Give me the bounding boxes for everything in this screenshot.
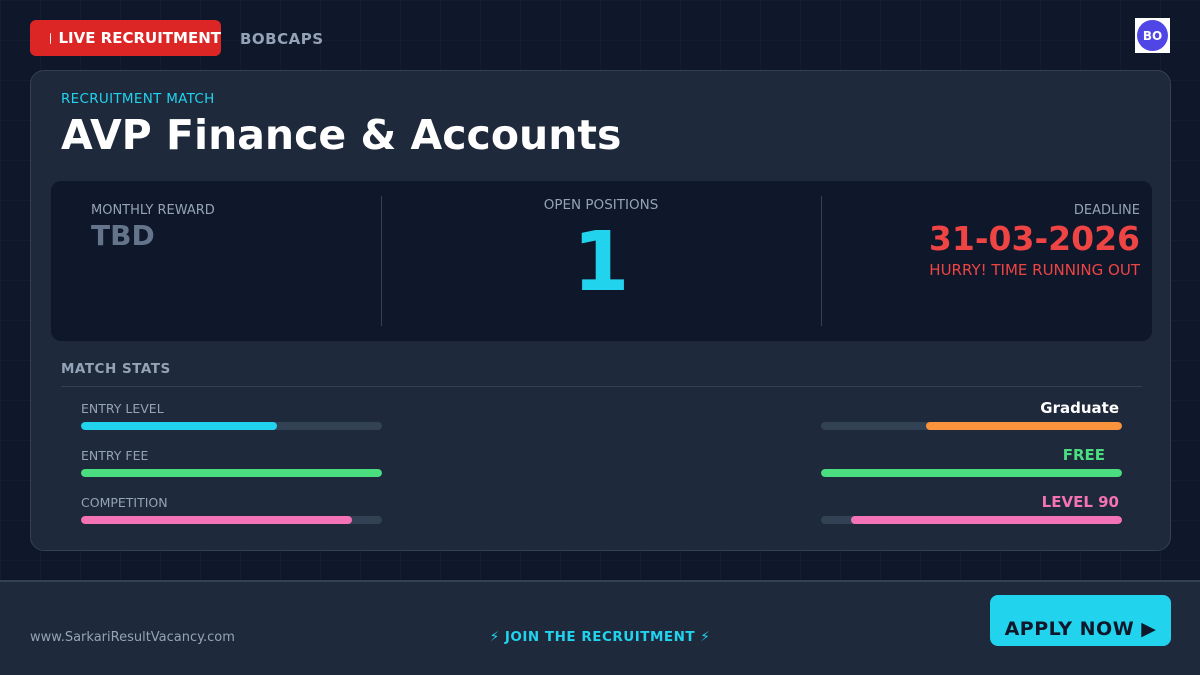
open-positions-value: 1: [572, 215, 630, 310]
stat-bar-competition-right: [821, 516, 1122, 524]
stat-bar-entry-level-right: [821, 422, 1122, 430]
live-label: LIVE RECRUITMENT: [58, 29, 221, 47]
stat-bar-entry-level-left: [81, 422, 382, 430]
stat-label-entry-fee: ENTRY FEE: [81, 448, 149, 463]
open-positions-label: OPEN POSITIONS: [543, 197, 659, 213]
stat-fill: [851, 516, 1122, 524]
stat-fill: [81, 516, 352, 524]
stat-value-entry-fee: FREE: [1062, 446, 1105, 464]
reward-label: MONTHLY REWARD: [91, 203, 215, 218]
stats-divider: [821, 196, 822, 326]
avatar-frame[interactable]: BO: [1135, 18, 1170, 53]
join-banner: ⚡ JOIN THE RECRUITMENT ⚡: [489, 629, 711, 645]
deadline-note: HURRY! TIME RUNNING OUT: [929, 261, 1140, 279]
reward-value: TBD: [91, 219, 155, 252]
stat-bar-competition-left: [81, 516, 382, 524]
stat-fill: [81, 422, 277, 430]
apply-now-button[interactable]: APPLY NOW ▶: [990, 595, 1171, 646]
stat-label-competition: COMPETITION: [81, 495, 168, 510]
key-stats-panel: MONTHLY REWARD TBD OPEN POSITIONS 1 DEAD…: [51, 181, 1152, 341]
stats-divider: [381, 196, 382, 326]
footer-bar: www.SarkariResultVacancy.com ⚡ JOIN THE …: [0, 580, 1200, 675]
stat-fill: [926, 422, 1122, 430]
avatar[interactable]: BO: [1137, 20, 1168, 51]
stat-bar-entry-fee-left: [81, 469, 382, 477]
stat-value-competition: LEVEL 90: [1041, 493, 1119, 511]
stat-fill: [81, 469, 382, 477]
stat-fill: [821, 469, 1122, 477]
card-kicker: RECRUITMENT MATCH: [61, 91, 215, 107]
recruitment-card: RECRUITMENT MATCH AVP Finance & Accounts…: [30, 70, 1171, 551]
brand-name: BOBCAPS: [240, 30, 324, 48]
match-stats-title: MATCH STATS: [61, 361, 171, 377]
site-url: www.SarkariResultVacancy.com: [30, 630, 235, 645]
page-title: AVP Finance & Accounts: [61, 111, 622, 159]
stat-label-entry-level: ENTRY LEVEL: [81, 401, 164, 416]
stat-bar-entry-fee-right: [821, 469, 1122, 477]
live-recruitment-badge: LIVE RECRUITMENT: [30, 20, 221, 56]
stat-value-entry-level: Graduate: [1040, 399, 1119, 417]
deadline-value: 31-03-2026: [928, 219, 1140, 258]
match-stats-divider: [61, 386, 1142, 387]
deadline-label: DEADLINE: [1073, 203, 1140, 218]
